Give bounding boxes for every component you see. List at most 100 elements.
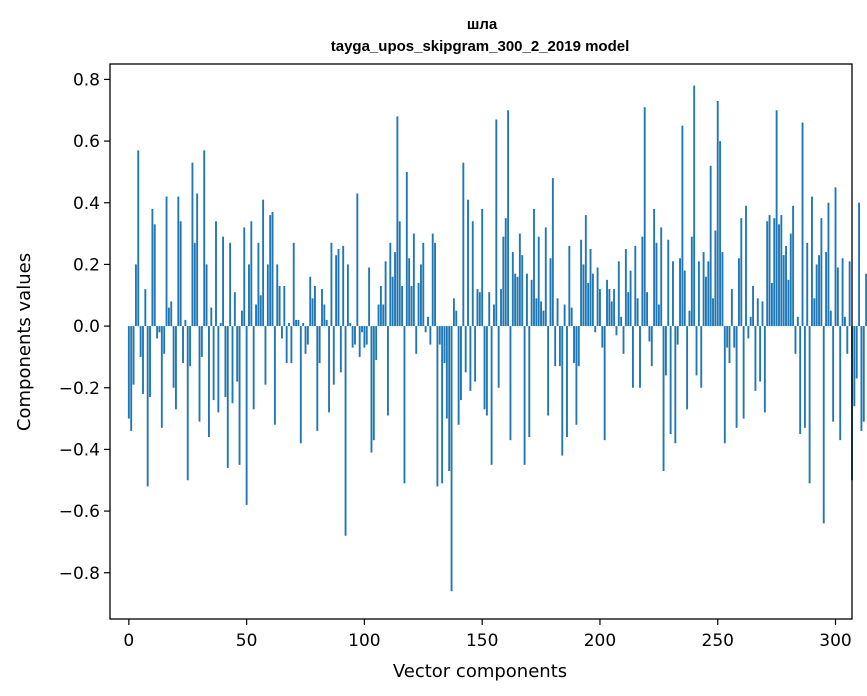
bar-300: [834, 187, 837, 327]
bar-104: [372, 326, 375, 441]
bar-261: [742, 326, 745, 419]
bar-101: [365, 326, 368, 345]
bar-53: [252, 326, 255, 410]
bar-86: [330, 242, 333, 327]
bar-183: [558, 326, 561, 367]
bar-306: [848, 261, 851, 327]
bar-123: [417, 282, 420, 327]
bar-270: [763, 326, 766, 413]
bar-228: [664, 326, 667, 376]
bar-245: [705, 276, 707, 327]
bar-94: [349, 323, 352, 327]
bar-164: [514, 273, 517, 327]
bar-240: [693, 85, 696, 327]
bar-154: [490, 326, 493, 465]
bar-137: [450, 326, 453, 592]
bar-265: [752, 286, 754, 327]
bar-263: [747, 326, 750, 339]
bar-78: [311, 298, 314, 327]
bar-295: [822, 326, 825, 524]
bar-64: [278, 286, 281, 327]
bar-162: [509, 326, 512, 441]
bar-9: [149, 326, 151, 397]
bar-100: [363, 326, 366, 348]
bar-6: [142, 326, 144, 394]
bar-25: [186, 326, 189, 481]
bar-200: [599, 289, 601, 327]
bar-70: [292, 242, 295, 327]
bar-19: [172, 326, 175, 388]
chart-subtitle: tayga_upos_skipgram_300_2_2019 model: [331, 38, 630, 55]
bar-226: [660, 227, 663, 327]
bar-232: [674, 326, 677, 444]
bar-198: [594, 326, 597, 333]
bar-253: [723, 326, 726, 444]
bar-213: [629, 270, 632, 327]
bar-225: [657, 304, 660, 327]
bar-18: [170, 301, 173, 327]
bar-105: [375, 326, 378, 360]
bar-237: [686, 326, 689, 410]
bar-309: [855, 326, 858, 379]
bar-169: [525, 273, 528, 327]
bar-1: [130, 326, 133, 431]
bar-310: [858, 202, 860, 327]
bar-168: [523, 326, 526, 465]
bar-269: [761, 301, 764, 327]
bar-176: [542, 310, 545, 327]
bar-148: [476, 289, 479, 327]
chart-title: шла: [467, 16, 498, 33]
y-axis: −0.8 −0.6 −0.4 −0.2 0.0 0.2 0.4 0.6 0.8: [59, 70, 110, 584]
bar-170: [528, 326, 531, 438]
bar-216: [636, 298, 639, 327]
bar-276: [778, 224, 780, 327]
bar-40: [222, 236, 224, 327]
bar-20: [175, 326, 177, 410]
bar-150: [481, 208, 484, 327]
bar-132: [438, 326, 441, 345]
bar-155: [493, 304, 495, 327]
bar-126: [424, 326, 427, 333]
bar-119: [408, 258, 411, 327]
bar-117: [403, 326, 406, 484]
bar-271: [766, 221, 769, 327]
bar-189: [573, 326, 575, 364]
bar-289: [808, 326, 811, 484]
bar-144: [467, 199, 469, 327]
bar-285: [799, 326, 802, 434]
bar-55: [257, 242, 260, 327]
bar-185: [563, 304, 566, 327]
bar-107: [379, 286, 382, 327]
bar-222: [650, 326, 653, 367]
bar-202: [603, 326, 606, 441]
bar-199: [596, 267, 599, 327]
bar-292: [815, 264, 818, 327]
bar-220: [646, 292, 648, 327]
x-axis-label: Vector components: [393, 661, 567, 682]
bar-26: [189, 326, 192, 367]
bar-87: [332, 326, 335, 385]
bar-23: [182, 326, 184, 364]
x-tick-label: 100: [348, 631, 380, 651]
bar-195: [587, 282, 590, 327]
bar-234: [679, 258, 681, 327]
bar-313: [865, 273, 867, 327]
bar-45: [233, 292, 236, 327]
bar-114: [396, 116, 399, 327]
y-axis-label: Components values: [14, 253, 35, 431]
bar-160: [504, 218, 507, 327]
bar-111: [389, 242, 392, 327]
bar-59: [266, 264, 269, 327]
bar-74: [302, 323, 305, 327]
bar-179: [549, 258, 552, 327]
bar-69: [290, 326, 293, 364]
y-tick-label: 0.0: [73, 317, 100, 337]
bar-192: [580, 239, 583, 327]
bar-304: [843, 316, 846, 327]
bar-125: [422, 242, 425, 327]
bar-249: [714, 230, 717, 327]
bar-159: [502, 236, 505, 327]
bar-11: [153, 224, 156, 327]
bar-120: [410, 286, 413, 327]
